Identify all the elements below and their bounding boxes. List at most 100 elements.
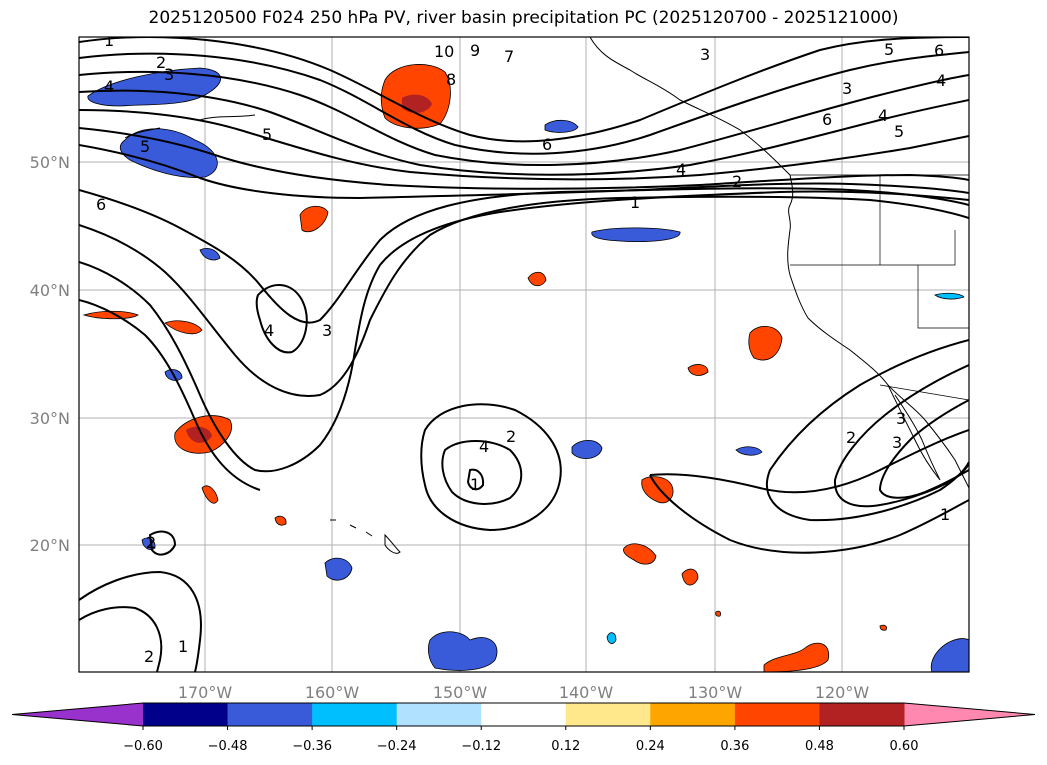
contour-label: 4 <box>104 77 114 96</box>
lon-label: 120°W <box>815 683 870 702</box>
precip-patch <box>274 515 287 526</box>
lon-label: 170°W <box>178 683 233 702</box>
precip-patch <box>527 271 547 287</box>
colorbar-tick-label: −0.12 <box>461 739 501 754</box>
precip-patch <box>715 610 722 617</box>
precip-patch <box>934 292 965 300</box>
precip-patch <box>930 638 969 672</box>
precip-patch <box>571 439 603 459</box>
precip-patch <box>591 227 681 242</box>
lat-label: 40°N <box>30 281 70 300</box>
contour-label: 5 <box>140 137 150 156</box>
precip-patch <box>201 485 219 504</box>
precip-patch <box>82 310 139 320</box>
lat-label: 20°N <box>30 536 70 555</box>
contour-label: 1 <box>178 637 188 656</box>
lat-label: 30°N <box>30 409 70 428</box>
contour-label: 1 <box>630 193 640 212</box>
colorbar-tick-label: −0.48 <box>208 739 248 754</box>
contour-label: 3 <box>322 321 332 340</box>
colorbar-tick-label: 0.12 <box>551 739 580 754</box>
contour-label: 1 <box>104 31 114 50</box>
contour-label: 3 <box>164 65 174 84</box>
contour-label: 4 <box>676 160 686 179</box>
contour-label: 1 <box>940 505 950 524</box>
colorbar-swatch <box>227 703 313 726</box>
precip-patch <box>879 624 887 631</box>
gridlines <box>79 37 969 672</box>
precip-patch <box>428 631 498 671</box>
contour-label: 3 <box>892 433 902 452</box>
contour-label: 5 <box>884 40 894 59</box>
contour-label: 5 <box>894 122 904 141</box>
contour-label: 7 <box>504 47 514 66</box>
colorbar-swatch <box>396 703 482 726</box>
precip-patch <box>199 248 221 261</box>
contour-label: 8 <box>446 70 456 89</box>
precip-patch <box>687 364 709 376</box>
contour-label: 3 <box>842 79 852 98</box>
precip-patch <box>186 426 212 443</box>
colorbar: −0.60 −0.48 −0.36 −0.24 −0.12 0.12 0.24 0.36 0.4… <box>11 702 1036 754</box>
precip-patch <box>164 320 203 335</box>
map-background <box>79 37 969 672</box>
colorbar-tick-label: 0.36 <box>720 739 749 754</box>
contour-label: 6 <box>822 110 832 129</box>
colorbar-swatch <box>734 703 820 726</box>
contour-label: 2 <box>732 172 742 191</box>
colorbar-swatch <box>565 703 651 726</box>
lon-label: 130°W <box>688 683 743 702</box>
contour-label: 3 <box>896 409 906 428</box>
colorbar-swatch <box>650 703 736 726</box>
precip-patch <box>402 94 432 113</box>
contour-label: 6 <box>542 135 552 154</box>
precip-negative-patches <box>87 67 969 672</box>
contour-label: 4 <box>936 71 946 90</box>
precip-positive-patches <box>82 64 887 672</box>
map-frame <box>78 36 970 673</box>
contour-label: 2 <box>144 647 154 666</box>
contour-label: 9 <box>470 41 480 60</box>
contour-label: 3 <box>700 45 710 64</box>
contour-label: 2 <box>156 53 166 72</box>
lat-label: 50°N <box>30 153 70 172</box>
contour-label: 2 <box>846 428 856 447</box>
lon-tick-labels: 170°W 160°W 150°W 140°W 130°W 120°W <box>178 683 870 702</box>
colorbar-swatch <box>481 703 567 726</box>
coastlines <box>124 37 969 554</box>
lat-tick-labels: 50°N 40°N 30°N 20°N <box>30 153 70 555</box>
lon-label: 140°W <box>559 683 614 702</box>
colorbar-tick-label: −0.24 <box>377 739 417 754</box>
precip-patch <box>681 568 699 586</box>
precip-patch <box>87 67 221 107</box>
contour-labels: 1 2 3 4 5 6 7 8 9 10 3 5 6 4 3 6 4 5 5 6… <box>96 31 950 666</box>
colorbar-tick-label: −0.60 <box>123 739 163 754</box>
colorbar-swatch <box>312 703 398 726</box>
colorbar-tick-label: −0.36 <box>292 739 332 754</box>
colorbar-tick-label: 0.60 <box>890 739 919 754</box>
contour-label: 2 <box>506 427 516 446</box>
precip-patch <box>544 119 579 133</box>
contour-label: 4 <box>479 437 489 456</box>
colorbar-extend-low <box>12 703 143 726</box>
contour-label: 1 <box>470 475 480 494</box>
contour-label: 4 <box>878 106 888 125</box>
contour-label: 6 <box>934 41 944 60</box>
precip-patch <box>763 642 830 672</box>
contour-label: 2 <box>146 533 156 552</box>
lon-label: 160°W <box>305 683 360 702</box>
contour-label: 5 <box>262 125 272 144</box>
precip-patch <box>748 326 783 361</box>
colorbar-swatch <box>143 703 229 726</box>
colorbar-extend-high <box>904 703 1035 726</box>
colorbar-swatch <box>819 703 905 726</box>
precip-patch <box>623 543 657 565</box>
colorbar-tick-label: 0.24 <box>636 739 665 754</box>
map-title: 2025120500 F024 250 hPa PV, river basin … <box>148 8 899 28</box>
pv-contours <box>79 37 969 672</box>
contour-label: 6 <box>96 195 106 214</box>
contour-label: 4 <box>264 321 274 340</box>
contour-label: 10 <box>434 42 454 61</box>
lon-label: 150°W <box>433 683 488 702</box>
